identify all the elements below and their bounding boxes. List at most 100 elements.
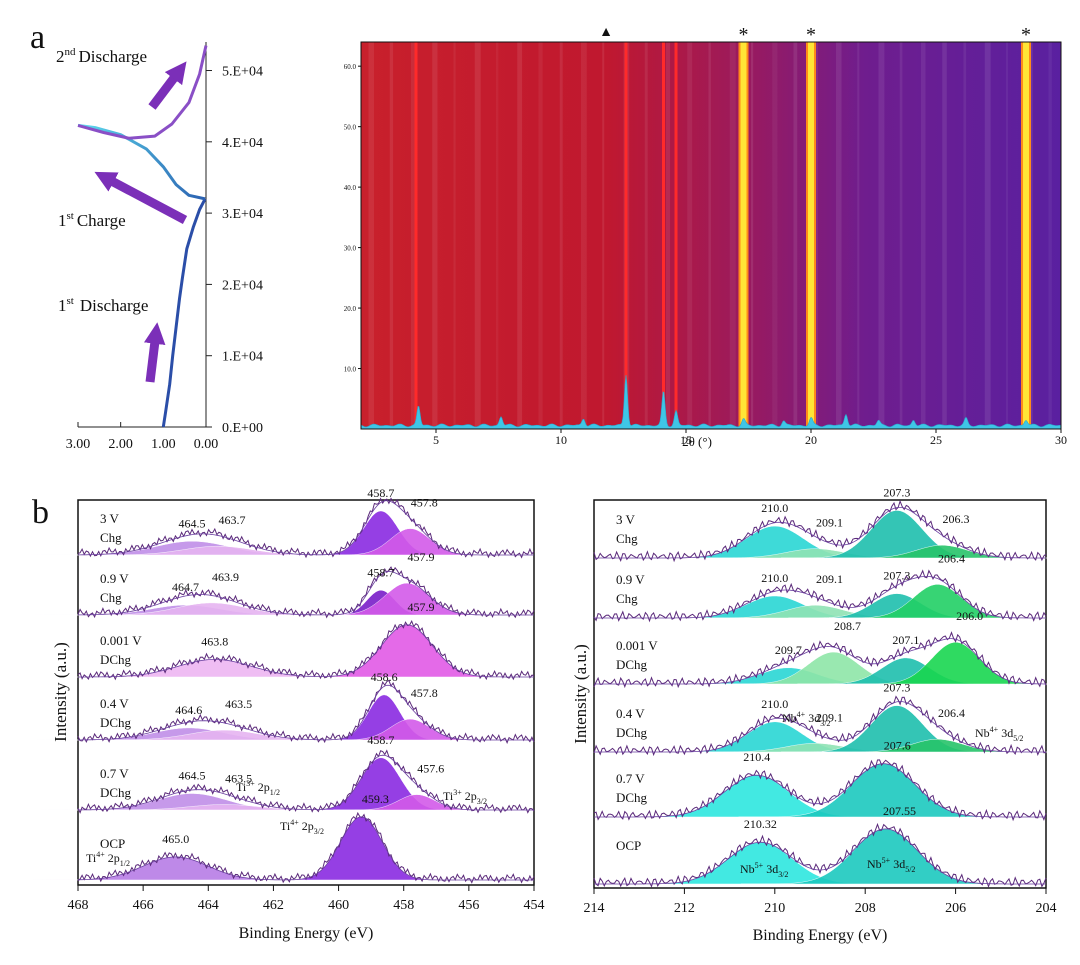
xps-envelope (594, 638, 1046, 685)
xps-peak-label: 464.5 (179, 769, 206, 783)
xps-peak-label: 207.3 (883, 485, 910, 499)
xps-state-label: OCP (616, 838, 641, 853)
xrd-y-tick-label: 60.0 (344, 63, 357, 71)
xps-envelope (78, 684, 534, 741)
xrd-x-tick-label: 5 (433, 433, 439, 447)
xps-envelope (594, 507, 1046, 559)
nb5-3d32-label: Nb5+ 3d3/2 (740, 861, 788, 879)
xps-x-tick-label: 204 (1036, 901, 1057, 916)
xrd-stripe (836, 42, 842, 429)
xrd-stripe (729, 42, 736, 429)
xps-peak-label: 459.3 (362, 792, 389, 806)
xps-nb-plot: 3 V Chg 210.0 209.1 207.3 206.3 0.9 V Chg 210.0 2… (571, 485, 1065, 944)
profile-x-tick-label: 0.00 (194, 437, 219, 452)
profile-y-tick-label: 4.E+04 (222, 136, 263, 151)
xrd-x-tick-label: 10 (555, 433, 567, 447)
xps-raw-trace (593, 499, 1047, 563)
xps-peak-label: 458.7 (367, 486, 394, 500)
xps-x-tick-label: 456 (458, 898, 479, 913)
xrd-stripe (878, 42, 885, 429)
xps-row: 0.001 V DChg 463.8 457.9 (48, 600, 535, 681)
xrd-stripe (389, 42, 394, 429)
xps-envelope (78, 500, 534, 556)
profile-y-tick-label: 2.E+04 (222, 278, 263, 293)
profile-series-3 (77, 45, 208, 140)
panel-b-label: b (32, 494, 49, 531)
xps-x-tick-label: 462 (263, 898, 284, 913)
xrd-stripe (474, 42, 481, 429)
xps-x-tick-label: 458 (393, 898, 414, 913)
xrd-y-tick-label: 40.0 (344, 184, 357, 192)
xrd-x-axis-title: 2θ (°) (682, 434, 712, 449)
xps-state-label: 3 V (100, 511, 120, 526)
xrd-y-tick-label: 20.0 (344, 305, 357, 313)
xps-raw-trace (593, 822, 1047, 888)
xps-peak-label: 457.9 (407, 600, 434, 614)
xrd-stripe (984, 42, 991, 429)
arrow-1st-charge (94, 171, 188, 224)
xps-envelope (594, 701, 1046, 753)
xps-peak-label: 209.1 (816, 516, 843, 530)
profile-x-tick-label: 2.00 (108, 437, 133, 452)
xrd-pattern-area (360, 375, 1062, 430)
xrd-stripe (1048, 42, 1052, 429)
xrd-x-tick-label: 20 (805, 433, 817, 447)
xps-peak-label: 457.8 (411, 686, 438, 700)
arrow-2nd-discharge (148, 61, 187, 110)
xps-x-tick-label: 464 (198, 898, 219, 913)
xrd-stripe (708, 42, 711, 429)
xps-peak-label: 210.0 (761, 501, 788, 515)
xrd-y-tick-label: 30.0 (344, 245, 357, 253)
xps-nb-frame (593, 499, 1047, 889)
ti3-2p12-label: Ti3+ 2p1/2 (236, 779, 280, 797)
xrd-x-tick-label: 25 (930, 433, 942, 447)
xps-peak-label: 458.7 (367, 733, 394, 747)
label-2nd-discharge: 2nd Discharge (56, 46, 147, 66)
xps-raw-trace (593, 759, 1047, 822)
xrd-stripe (368, 42, 374, 429)
xps-ti-x-title: Binding Energy (eV) (239, 925, 374, 942)
xps-x-tick-label: 210 (764, 901, 785, 916)
xps-ti-y-title: Intensity (a.u.) (51, 642, 70, 742)
xps-peak-label: 206.4 (938, 551, 965, 565)
xrd-stripe (899, 42, 903, 429)
xrd-yellow-line (740, 42, 747, 429)
xrd-stripe (793, 42, 798, 429)
xrd-stripe (666, 42, 671, 429)
xps-mode-label: Chg (616, 591, 638, 606)
xps-state-label: 0.9 V (100, 571, 129, 586)
xps-peak-label: 464.5 (179, 516, 206, 530)
xps-state-label: 0.7 V (100, 766, 129, 781)
xps-envelope (78, 754, 534, 811)
xps-peak-label: 208.7 (834, 619, 861, 633)
xps-peak-label: 463.9 (212, 570, 239, 584)
xps-mode-label: Chg (100, 590, 122, 605)
xps-state-label: OCP (100, 836, 125, 851)
xrd-stripe (772, 42, 778, 429)
xps-row: 0.9 V Chg 210.0 209.1 207.3 206.4 (593, 551, 1047, 623)
xps-row: 0.7 V DChg 464.5 463.5 458.7 457.6 (35, 733, 535, 814)
xrd-yellow-line (808, 42, 814, 429)
xrd-stripe (751, 42, 754, 429)
xps-peak-label: 457.8 (411, 496, 438, 510)
xps-envelope (78, 570, 534, 616)
xrd-heatmap-background (361, 42, 1061, 429)
xps-peak-label: 206.0 (956, 609, 983, 623)
profile-y-tick-label: 5.E+04 (222, 65, 263, 80)
xps-mode-label: Chg (616, 531, 638, 546)
xps-mode-label: DChg (616, 725, 648, 740)
xps-raw-trace (77, 497, 535, 559)
xps-x-tick-label: 460 (328, 898, 349, 913)
xps-peak-label: 464.6 (175, 703, 202, 717)
xrd-red-line (624, 42, 628, 429)
xrd-yellow-line (1023, 42, 1029, 429)
xps-mode-label: DChg (100, 715, 132, 730)
xps-peak-label: 465.0 (162, 832, 189, 846)
xrd-x-tick-label: 30 (1055, 433, 1067, 447)
xps-state-label: 0.4 V (616, 706, 645, 721)
xrd-stripe (1006, 42, 1009, 429)
xps-envelope (78, 624, 534, 678)
xrd-stripe (644, 42, 648, 429)
xps-row: 0.7 V DChg 210.4 207.6 (593, 739, 1047, 822)
xps-peak-label: 207.1 (892, 633, 919, 647)
